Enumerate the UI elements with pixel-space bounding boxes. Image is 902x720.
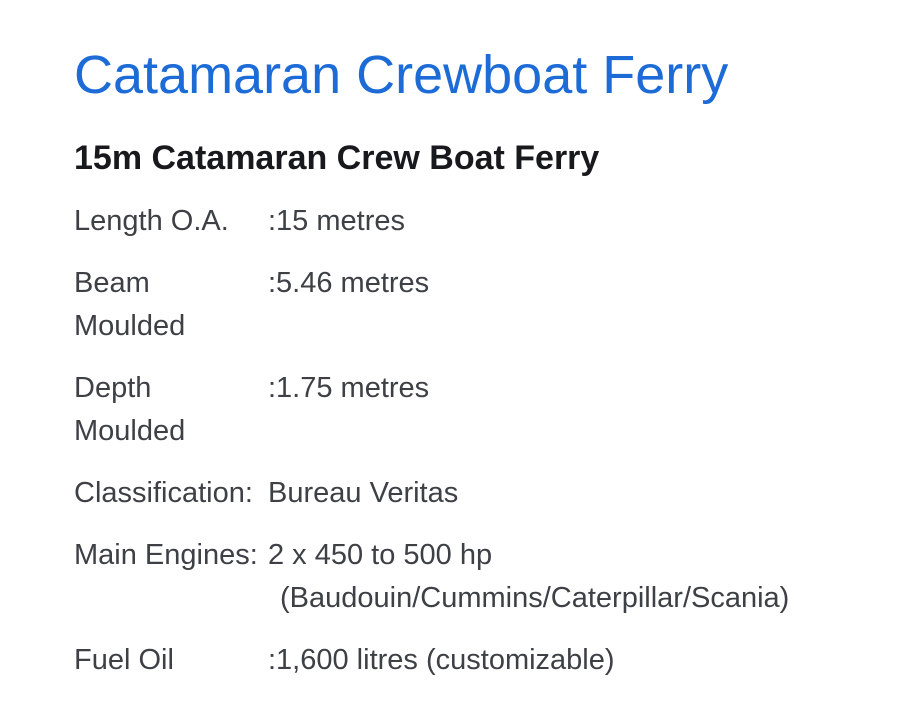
spec-value-text: :1,600 litres (customizable) <box>268 644 615 676</box>
spec-value-text: :15 metres <box>268 205 405 237</box>
spec-value: :1,600 litres (customizable) <box>268 639 882 682</box>
spec-label: Main Engines: <box>74 539 258 571</box>
spec-value: Bureau Veritas <box>268 472 882 515</box>
spec-row: Fuel Oil :1,600 litres (customizable) <box>74 639 882 682</box>
spec-label: Length O.A. <box>74 205 229 237</box>
spec-value-text: :1.75 metres <box>268 372 430 404</box>
spec-label: Classification: <box>74 477 253 509</box>
spec-value-text: :5.46 metres <box>268 267 430 299</box>
spec-label: Depth Moulded <box>74 372 186 447</box>
spec-list: Length O.A. :15 metres Beam Moulded :5.4… <box>74 200 882 682</box>
spec-label: Beam Moulded <box>74 267 186 342</box>
spec-value: :5.46 metres <box>268 262 882 305</box>
spec-value-extra: (Baudouin/Cummins/Caterpillar/Scania) <box>280 582 790 614</box>
spec-value: :1.75 metres <box>268 367 882 410</box>
spec-value: 2 x 450 to 500 hp (Baudouin/Cummins/Cate… <box>268 534 882 620</box>
spec-value-text: 2 x 450 to 500 hp <box>268 539 493 571</box>
spec-row: Depth Moulded :1.75 metres <box>74 367 882 453</box>
spec-row: Classification: Bureau Veritas <box>74 472 882 515</box>
spec-value-text: Bureau Veritas <box>268 477 459 509</box>
page-title: Catamaran Crewboat Ferry <box>74 45 729 105</box>
page-subtitle: 15m Catamaran Crew Boat Ferry <box>74 139 600 177</box>
spec-row: Length O.A. :15 metres <box>74 200 882 243</box>
spec-row: Main Engines: 2 x 450 to 500 hp (Baudoui… <box>74 534 882 620</box>
spec-row: Beam Moulded :5.46 metres <box>74 262 882 348</box>
spec-value: :15 metres <box>268 200 882 243</box>
spec-label: Fuel Oil <box>74 644 174 676</box>
